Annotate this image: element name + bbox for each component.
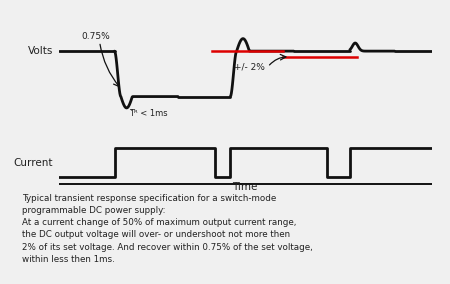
Text: Typical transient response specification for a switch-mode
programmable DC power: Typical transient response specification… [22,194,313,264]
Text: Volts: Volts [27,46,53,56]
Text: Tᴿ < 1ms: Tᴿ < 1ms [130,109,168,118]
Text: 0.75%: 0.75% [81,32,110,41]
Text: Current: Current [14,158,53,168]
Text: Time: Time [233,182,258,192]
Text: +/- 2%: +/- 2% [234,63,265,72]
